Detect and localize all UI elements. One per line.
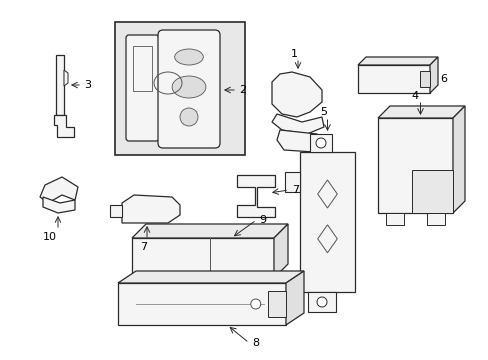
Polygon shape bbox=[64, 70, 68, 86]
Bar bbox=[426, 213, 444, 225]
Polygon shape bbox=[40, 177, 78, 203]
Polygon shape bbox=[54, 115, 74, 137]
Text: 10: 10 bbox=[43, 232, 57, 242]
Text: 2: 2 bbox=[239, 85, 245, 95]
Text: 3: 3 bbox=[84, 80, 91, 90]
Text: 7: 7 bbox=[291, 185, 299, 195]
Polygon shape bbox=[271, 114, 324, 134]
Polygon shape bbox=[132, 224, 287, 238]
Text: 9: 9 bbox=[259, 215, 266, 225]
Polygon shape bbox=[43, 197, 75, 213]
Bar bbox=[115, 22, 244, 155]
Polygon shape bbox=[122, 195, 180, 223]
Polygon shape bbox=[419, 71, 429, 87]
Polygon shape bbox=[452, 106, 464, 213]
Bar bbox=[309, 134, 331, 152]
Polygon shape bbox=[285, 271, 304, 325]
Circle shape bbox=[315, 138, 325, 148]
Polygon shape bbox=[411, 170, 452, 213]
Polygon shape bbox=[429, 57, 437, 93]
Polygon shape bbox=[237, 175, 274, 217]
Bar bbox=[385, 213, 403, 225]
Polygon shape bbox=[267, 291, 285, 317]
Polygon shape bbox=[110, 205, 122, 217]
Polygon shape bbox=[285, 172, 299, 192]
Circle shape bbox=[250, 299, 260, 309]
Ellipse shape bbox=[172, 76, 205, 98]
Ellipse shape bbox=[174, 49, 203, 65]
Bar bbox=[307, 292, 335, 312]
Polygon shape bbox=[377, 106, 464, 118]
Polygon shape bbox=[276, 130, 321, 152]
Bar bbox=[299, 152, 354, 292]
FancyBboxPatch shape bbox=[158, 30, 220, 148]
Text: 1: 1 bbox=[290, 49, 297, 59]
Polygon shape bbox=[273, 224, 287, 278]
FancyBboxPatch shape bbox=[126, 35, 159, 141]
Text: 5: 5 bbox=[319, 107, 326, 117]
Polygon shape bbox=[357, 57, 437, 65]
Bar bbox=[377, 118, 452, 213]
Bar bbox=[118, 283, 285, 325]
Bar bbox=[357, 65, 429, 93]
Text: 6: 6 bbox=[439, 74, 446, 84]
Circle shape bbox=[180, 108, 198, 126]
Bar bbox=[56, 55, 64, 115]
Bar bbox=[133, 46, 152, 91]
Polygon shape bbox=[118, 271, 304, 283]
Circle shape bbox=[316, 297, 326, 307]
Text: 4: 4 bbox=[411, 91, 418, 101]
Bar bbox=[132, 238, 273, 278]
Text: 7: 7 bbox=[140, 242, 147, 252]
Text: 8: 8 bbox=[252, 338, 259, 348]
Polygon shape bbox=[271, 72, 321, 117]
